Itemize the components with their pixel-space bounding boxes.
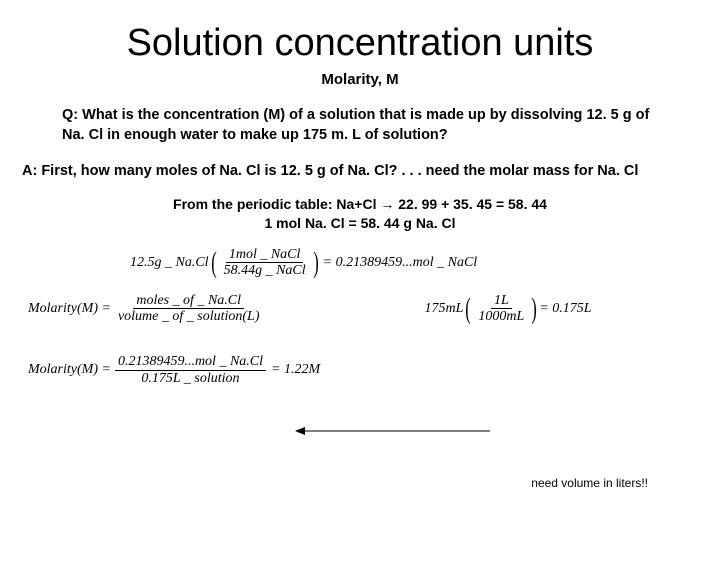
eq1-lhs: 12.5g _ Na.Cl <box>130 255 209 271</box>
slide-title: Solution concentration units <box>0 22 720 65</box>
slide-subtitle: Molarity, M <box>0 71 720 88</box>
volume-conversion: 175mL ( 1L 1000mL ) = 0.175L <box>424 293 591 325</box>
answer-intro: A: First, how many moles of Na. Cl is 12… <box>22 163 705 179</box>
eq3-label: Molarity(M) = <box>28 362 111 378</box>
eq2r-lhs: 175mL <box>424 301 463 317</box>
eq2-label: Molarity(M) = <box>28 301 111 317</box>
eq2r-num: 1L <box>491 293 512 309</box>
equation-moles-calc: 12.5g _ Na.Cl ( 1mol _ NaCl 58.44g _ NaC… <box>130 247 720 279</box>
volume-note: need volume in liters!! <box>531 476 648 490</box>
eq2r-den: 1000mL <box>475 309 527 324</box>
periodic-line1: From the periodic table: Na+Cl → 22. 99 … <box>173 196 547 212</box>
eq1-rhs: = 0.21389459...mol _ NaCl <box>323 255 478 271</box>
eq2-left-den: volume _ of _ solution(L) <box>115 309 263 324</box>
eq3-den: 0.175L _ solution <box>138 371 242 386</box>
eq3-rhs: = 1.22M <box>271 362 320 378</box>
eq2-left-num: moles _ of _ Na.Cl <box>133 293 244 309</box>
equation-molarity-definition-row: Molarity(M) = moles _ of _ Na.Cl volume … <box>28 293 720 325</box>
eq3-num: 0.21389459...mol _ Na.Cl <box>115 354 266 370</box>
eq2r-rhs: = 0.175L <box>539 301 591 317</box>
periodic-info: From the periodic table: Na+Cl → 22. 99 … <box>0 195 720 233</box>
equation-final-molarity: Molarity(M) = 0.21389459...mol _ Na.Cl 0… <box>28 354 720 386</box>
periodic-line2: 1 mol Na. Cl = 58. 44 g Na. Cl <box>264 215 455 231</box>
arrow-icon <box>295 425 490 437</box>
question-text: Q: What is the concentration (M) of a so… <box>62 106 675 145</box>
molarity-definition: Molarity(M) = moles _ of _ Na.Cl volume … <box>28 293 264 325</box>
eq1-den: 58.44g _ NaCl <box>221 263 309 278</box>
eq1-num: 1mol _ NaCl <box>226 247 304 263</box>
